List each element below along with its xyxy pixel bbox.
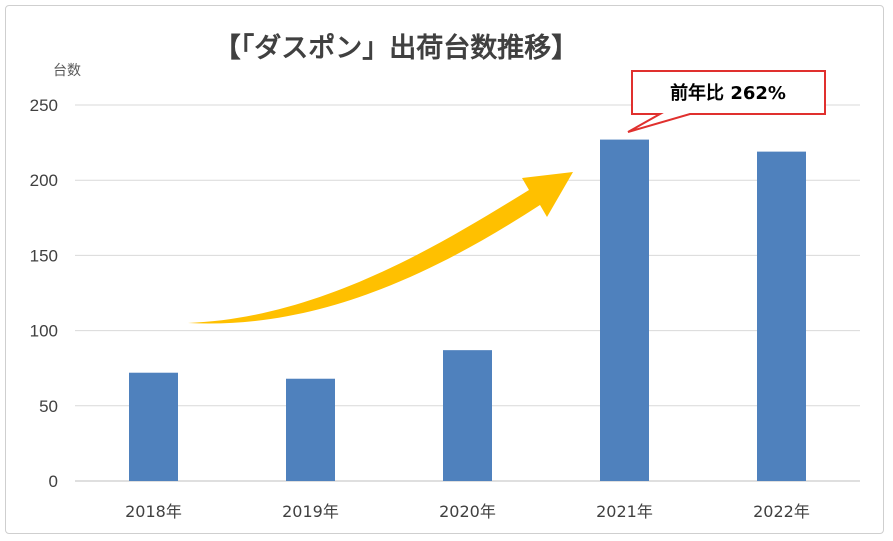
growth-arrow <box>188 172 573 324</box>
x-tick-label: 2021年 <box>596 502 653 521</box>
bars <box>129 139 806 482</box>
y-tick-labels: 0 50 100 150 200 250 <box>30 96 58 491</box>
x-tick-label: 2020年 <box>439 502 496 521</box>
y-axis-label: 台数 <box>53 63 81 79</box>
grid-lines <box>75 104 860 482</box>
bar-1 <box>286 378 335 481</box>
y-tick-label: 0 <box>49 472 58 491</box>
bar-2 <box>443 350 492 481</box>
bar-0 <box>129 372 178 481</box>
x-tick-label: 2022年 <box>753 502 810 521</box>
x-tick-labels: 2018年 2019年 2020年 2021年 2022年 <box>125 502 810 521</box>
y-tick-label: 200 <box>30 171 58 190</box>
chart-title: 【「ダスポン」出荷台数推移】 <box>214 32 579 64</box>
y-tick-label: 100 <box>30 322 58 341</box>
y-tick-label: 50 <box>39 397 58 416</box>
x-tick-label: 2019年 <box>282 502 339 521</box>
y-tick-label: 250 <box>30 96 58 115</box>
x-tick-label: 2018年 <box>125 502 182 521</box>
callout: 前年比 262% <box>627 70 826 133</box>
callout-text: 前年比 262% <box>670 82 786 104</box>
bar-3 <box>600 139 649 482</box>
chart-frame <box>5 5 884 534</box>
bar-4 <box>757 151 806 481</box>
y-tick-label: 150 <box>30 246 58 265</box>
callout-box <box>627 70 826 133</box>
